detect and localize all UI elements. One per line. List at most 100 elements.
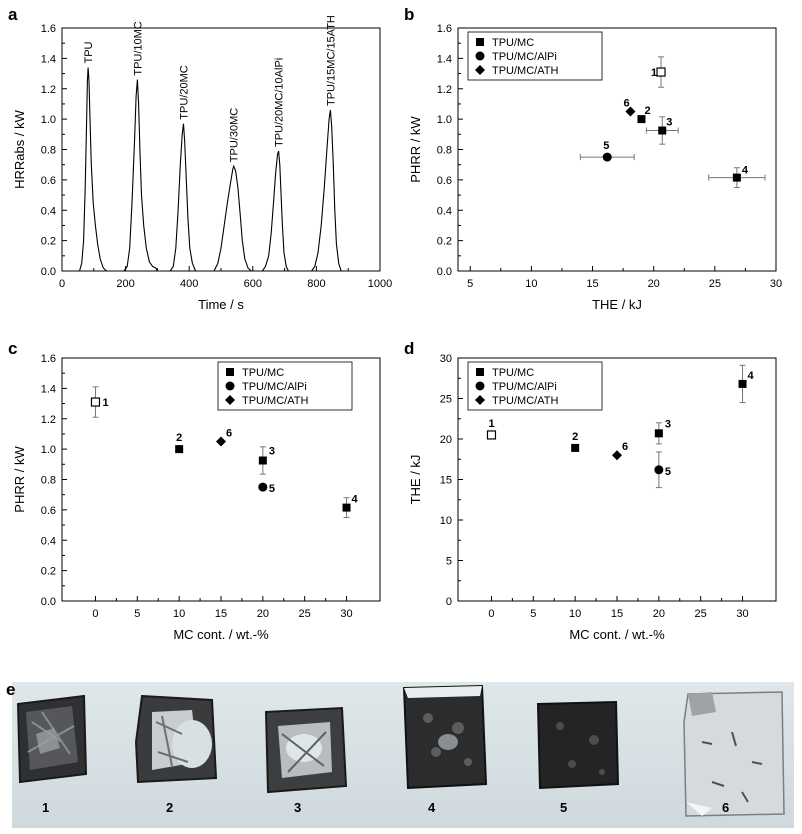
data-point-b-6 [625, 106, 636, 117]
y-tick-label-b-2: 0.4 [437, 205, 452, 217]
x-tick-label-b-0: 5 [467, 278, 473, 290]
residue-3-image [264, 706, 348, 794]
y-tick-label-a-2: 0.4 [41, 205, 56, 217]
x-tick-label-d-1: 5 [530, 608, 536, 620]
data-point-c-1 [90, 397, 101, 407]
legend-box-c [217, 361, 353, 411]
point-label-b-6: 6 [623, 98, 629, 110]
x-tick-label-a-2: 400 [180, 278, 198, 290]
data-point-b-3 [658, 126, 667, 135]
panel-letter-d: d [404, 339, 414, 358]
point-label-b-1: 1 [651, 67, 657, 79]
y-tick-label-a-3: 0.6 [41, 175, 56, 187]
x-tick-label-d-5: 25 [695, 608, 707, 620]
series-line-4 [261, 150, 289, 272]
y-tick-label-c-2: 0.4 [41, 535, 56, 547]
x-tick-label-c-1: 5 [134, 608, 140, 620]
panel-letter-e: e [6, 680, 16, 699]
data-point-b-1 [656, 67, 666, 77]
data-point-d-1 [486, 430, 497, 440]
legend-marker-b-2 [475, 65, 485, 75]
data-point-d-6 [612, 450, 622, 461]
data-point-d-4 [738, 379, 747, 388]
x-tick-label-a-3: 600 [244, 278, 262, 290]
residue-1-image [16, 694, 88, 784]
point-label-b-5: 5 [603, 140, 609, 152]
y-tick-label-a-4: 0.8 [41, 145, 56, 157]
legend-box-d [467, 361, 603, 411]
y-tick-label-a-0: 0.0 [41, 266, 56, 278]
legend-box-b [467, 31, 603, 81]
series-label-5: TPU/15MC/15ATH [325, 15, 337, 106]
x-tick-label-a-0: 0 [59, 278, 65, 290]
series-line-5 [311, 109, 342, 272]
point-label-c-4: 4 [352, 494, 359, 506]
x-tick-label-c-0: 0 [92, 608, 98, 620]
y-tick-label-a-5: 1.0 [41, 114, 56, 126]
data-point-b-5 [602, 152, 612, 162]
y-tick-label-c-7: 1.4 [41, 383, 56, 395]
y-tick-label-c-1: 0.2 [41, 566, 56, 578]
figure-canvas: 0 200 400 600 800 10000.00.20.40.60.81.01.21.… [8, 5, 782, 642]
y-tick-label-d-2: 10 [440, 515, 452, 527]
series-line-1 [123, 79, 158, 272]
point-label-c-1: 1 [102, 397, 108, 409]
x-tick-label-d-3: 15 [611, 608, 623, 620]
x-tick-label-a-1: 200 [116, 278, 134, 290]
y-tick-label-b-7: 1.4 [437, 53, 452, 65]
x-tick-label-a-5: 1000 [368, 278, 392, 290]
point-label-d-5: 5 [665, 466, 671, 478]
panel-letter-b: b [404, 5, 414, 24]
residue-4-image [402, 684, 488, 790]
x-tick-label-d-2: 10 [569, 608, 581, 620]
residue-6-image [683, 691, 785, 817]
y-tick-label-c-4: 0.8 [41, 475, 56, 487]
legend-entry-c-2: TPU/MC/ATH [242, 395, 308, 407]
y-tick-label-b-0: 0.0 [437, 266, 452, 278]
y-tick-label-d-5: 25 [440, 394, 452, 406]
y-axis-label-c: PHRR / kW [12, 446, 27, 513]
data-point-c-4 [342, 503, 351, 512]
series-label-4: TPU/20MC/10AlPi [274, 58, 286, 147]
data-point-d-2 [571, 443, 580, 452]
x-tick-label-b-5: 30 [770, 278, 782, 290]
series-line-0 [78, 67, 107, 272]
series-label-0: TPU [83, 41, 95, 63]
legend-entry-d-0: TPU/MC [492, 367, 534, 379]
sample-label-3: 3 [294, 800, 302, 815]
x-tick-label-d-4: 20 [653, 608, 665, 620]
data-point-d-5 [654, 465, 664, 475]
legend-marker-d-0 [476, 368, 484, 376]
sample-label-6: 6 [722, 800, 730, 815]
legend-entry-b-0: TPU/MC [492, 37, 534, 49]
sample-label-2: 2 [166, 800, 174, 815]
legend-entry-c-0: TPU/MC [242, 367, 284, 379]
data-point-c-5 [258, 482, 268, 492]
x-tick-label-b-2: 15 [586, 278, 598, 290]
sample-residue-photo: e 1 2 3 4 5 6 [6, 680, 794, 828]
legend-marker-c-0 [226, 368, 234, 376]
x-tick-label-c-4: 20 [257, 608, 269, 620]
y-tick-label-a-6: 1.2 [41, 84, 56, 96]
sample-label-1: 1 [42, 800, 50, 815]
residue-photo-drawing [16, 684, 785, 817]
series-line-3 [213, 164, 252, 272]
x-axis-label-c: MC cont. / wt.-% [173, 627, 269, 642]
x-axis-label-d: MC cont. / wt.-% [569, 627, 665, 642]
legend-marker-b-0 [476, 38, 484, 46]
data-point-c-6 [216, 436, 226, 447]
y-tick-label-b-4: 0.8 [437, 145, 452, 157]
y-tick-label-c-8: 1.6 [41, 353, 56, 365]
point-label-b-3: 3 [666, 117, 672, 129]
point-label-d-2: 2 [572, 431, 578, 443]
y-tick-label-c-3: 0.6 [41, 505, 56, 517]
y-tick-label-b-3: 0.6 [437, 175, 452, 187]
y-axis-label-d: THE / kJ [408, 455, 423, 505]
x-tick-label-d-6: 30 [736, 608, 748, 620]
legend-entry-c-1: TPU/MC/AlPi [242, 381, 307, 393]
panel-letter-c: c [8, 339, 17, 358]
point-label-d-3: 3 [665, 418, 671, 430]
x-tick-label-c-3: 15 [215, 608, 227, 620]
y-tick-label-b-8: 1.6 [437, 23, 452, 35]
